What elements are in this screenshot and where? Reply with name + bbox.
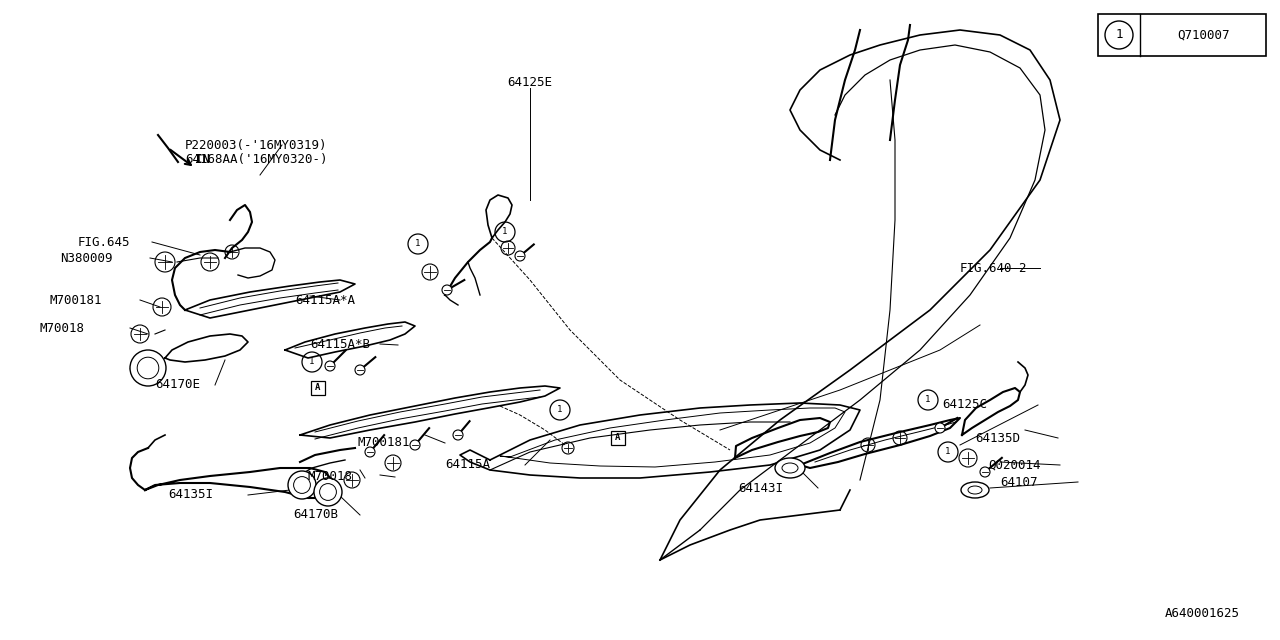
- Circle shape: [410, 440, 420, 450]
- Text: 1: 1: [1115, 29, 1123, 42]
- Bar: [1098, 14, 1266, 56]
- Text: 1: 1: [925, 396, 931, 404]
- Text: FIG.640-2: FIG.640-2: [960, 262, 1028, 275]
- Ellipse shape: [961, 482, 989, 498]
- Text: A640001625: A640001625: [1165, 607, 1240, 620]
- Text: 64115A*B: 64115A*B: [310, 339, 370, 351]
- Text: M700181: M700181: [50, 294, 102, 307]
- Circle shape: [453, 430, 463, 440]
- Text: 1: 1: [946, 447, 951, 456]
- Text: M70018: M70018: [308, 470, 353, 483]
- Text: 64125E: 64125E: [507, 76, 553, 88]
- Text: 64115A*A: 64115A*A: [294, 294, 355, 307]
- Text: IN: IN: [195, 153, 210, 166]
- Text: Q710007: Q710007: [1176, 29, 1229, 42]
- Text: 1: 1: [502, 227, 508, 237]
- Circle shape: [980, 467, 989, 477]
- Text: 64143I: 64143I: [739, 481, 783, 495]
- Ellipse shape: [774, 458, 805, 478]
- Text: M700181: M700181: [358, 436, 411, 449]
- Text: A: A: [616, 433, 621, 442]
- Circle shape: [288, 471, 316, 499]
- Text: 64115A: 64115A: [445, 458, 490, 472]
- Circle shape: [934, 423, 945, 433]
- Circle shape: [355, 365, 365, 375]
- Text: M70018: M70018: [40, 321, 84, 335]
- Text: 64135I: 64135I: [168, 488, 212, 502]
- Circle shape: [131, 350, 166, 386]
- Circle shape: [365, 447, 375, 457]
- Circle shape: [515, 251, 525, 261]
- Text: N380009: N380009: [60, 252, 113, 264]
- Text: 1: 1: [557, 406, 563, 415]
- Text: A: A: [315, 383, 321, 392]
- Text: 64170B: 64170B: [293, 509, 338, 522]
- Text: 1: 1: [310, 358, 315, 367]
- Text: Q020014: Q020014: [988, 458, 1041, 472]
- Text: 64107: 64107: [1000, 476, 1038, 488]
- Bar: [311, 381, 325, 395]
- Circle shape: [314, 478, 342, 506]
- Text: 64170E: 64170E: [155, 378, 200, 392]
- Text: 64168AA('16MY0320-): 64168AA('16MY0320-): [186, 154, 328, 166]
- Text: 1: 1: [415, 239, 421, 248]
- Text: 64135D: 64135D: [975, 431, 1020, 445]
- Text: P220003(-'16MY0319): P220003(-'16MY0319): [186, 138, 328, 152]
- Bar: [611, 431, 625, 445]
- Text: FIG.645: FIG.645: [78, 236, 131, 248]
- Circle shape: [325, 361, 335, 371]
- Text: 64125C: 64125C: [942, 399, 987, 412]
- Circle shape: [442, 285, 452, 295]
